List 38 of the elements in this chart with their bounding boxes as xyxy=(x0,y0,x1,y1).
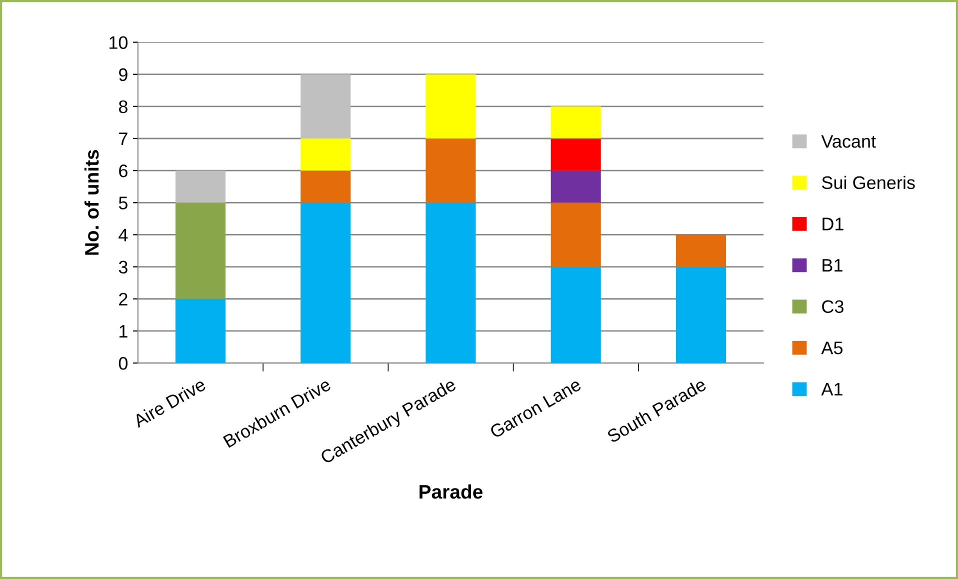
bar xyxy=(300,170,351,203)
legend-label: C3 xyxy=(822,300,844,313)
bar xyxy=(676,266,726,364)
y-tick-label: 0 xyxy=(118,356,128,370)
bar xyxy=(175,170,226,203)
y-tick-label: 6 xyxy=(119,164,128,178)
y-tick-label: 4 xyxy=(118,228,128,242)
bar xyxy=(676,234,726,267)
legend-label: Vacant xyxy=(821,135,876,148)
bar xyxy=(550,106,601,138)
y-tick-label: 2 xyxy=(119,292,128,306)
bar xyxy=(300,138,351,171)
y-tick-label: 8 xyxy=(118,100,128,114)
bar xyxy=(550,138,601,171)
x-tick-label: Aire Drive xyxy=(132,377,206,428)
legend-label: A1 xyxy=(821,383,842,396)
legend-label: A5 xyxy=(821,342,843,354)
y-tick-label: 5 xyxy=(118,196,128,210)
y-tick-label: 3 xyxy=(118,260,128,274)
bar xyxy=(175,202,226,299)
bar xyxy=(426,74,476,138)
x-axis-title: Parade xyxy=(420,484,483,499)
legend-label: D1 xyxy=(822,218,844,230)
legend-label: B1 xyxy=(822,259,842,272)
bar xyxy=(426,202,476,364)
y-tick-label: 1 xyxy=(120,325,128,338)
y-tick-label: 7 xyxy=(119,132,128,146)
bar xyxy=(550,170,601,203)
legend-label: Sui Generis xyxy=(822,176,915,190)
y-tick-label: 10 xyxy=(110,36,128,49)
bar xyxy=(550,202,601,267)
bar xyxy=(175,298,226,364)
bar xyxy=(550,266,601,364)
y-axis-title: No. of units xyxy=(84,150,99,255)
bar xyxy=(426,138,476,203)
y-tick-label: 9 xyxy=(119,68,128,82)
bar xyxy=(300,74,351,138)
bar xyxy=(300,202,351,364)
